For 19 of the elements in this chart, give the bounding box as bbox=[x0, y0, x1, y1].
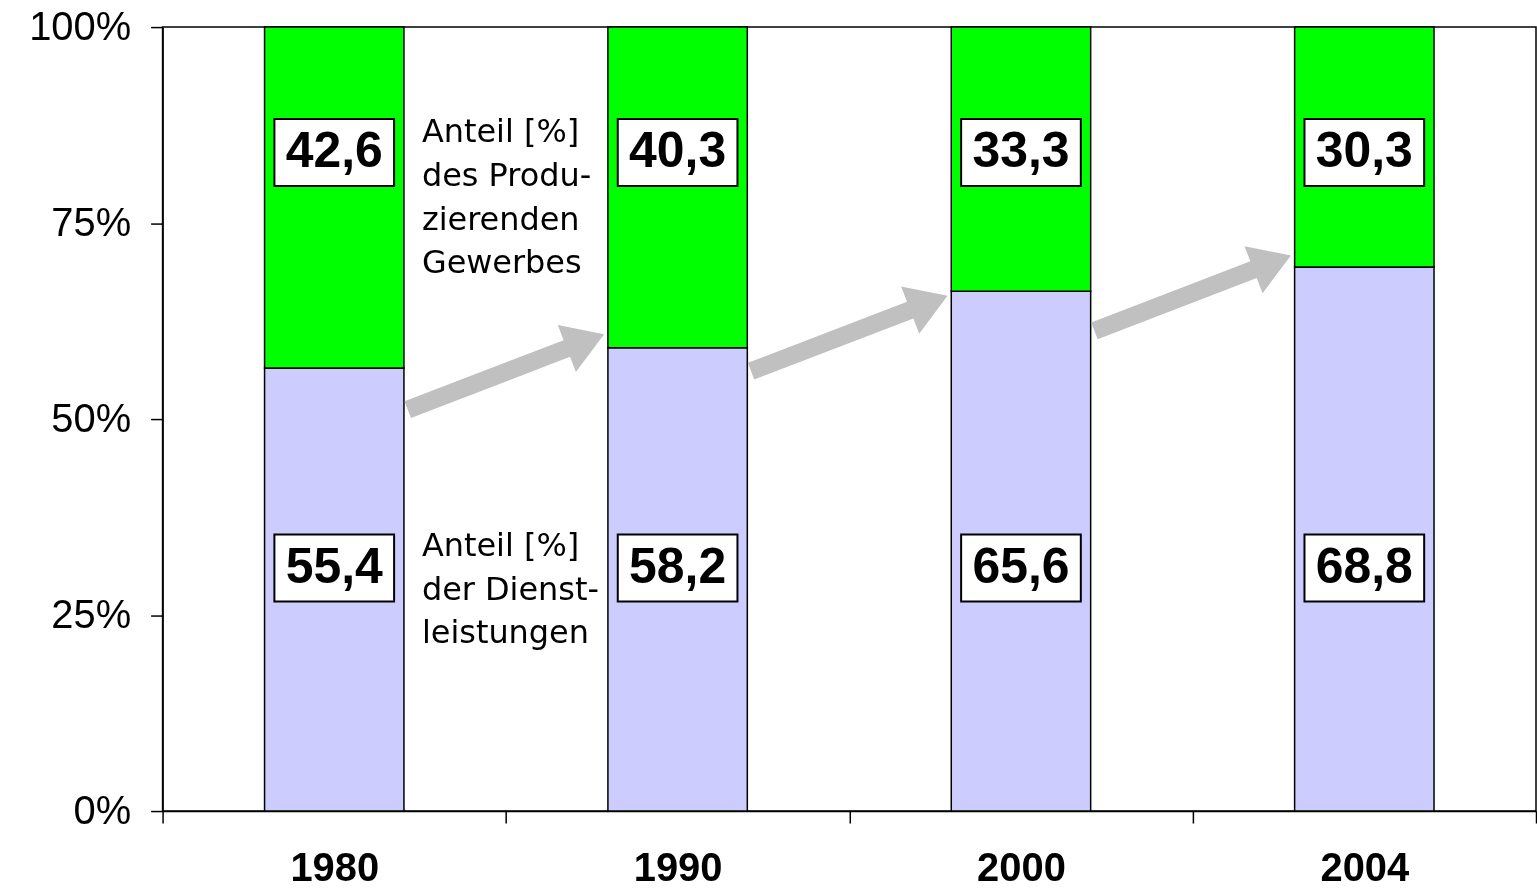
y-tick-label: 100% bbox=[29, 3, 132, 48]
legend-label: Anteil [%] des Produ- zierenden Gewerbes bbox=[421, 111, 592, 282]
y-tick-label: 0% bbox=[73, 787, 132, 832]
x-tick-label: 2004 bbox=[1320, 845, 1410, 890]
annotation: 58,2 bbox=[629, 537, 727, 594]
annotation: 33,3 bbox=[972, 122, 1070, 179]
annotation: 40,3 bbox=[629, 122, 727, 179]
x-tick-label: 1990 bbox=[633, 845, 723, 890]
annotation: 65,6 bbox=[972, 537, 1070, 594]
annotation: 68,8 bbox=[1315, 537, 1413, 594]
y-tick-label: 75% bbox=[51, 199, 132, 244]
y-tick-label: 25% bbox=[51, 591, 132, 636]
x-tick-label: 2000 bbox=[977, 845, 1066, 890]
legend-label: Anteil [%] der Dienst- leistungen bbox=[421, 525, 599, 652]
x-tick-label: 1980 bbox=[290, 845, 380, 890]
annotation: 55,4 bbox=[285, 537, 384, 594]
y-tick-label: 50% bbox=[51, 395, 132, 440]
annotation: 30,3 bbox=[1315, 122, 1413, 179]
annotation: 42,6 bbox=[285, 122, 383, 179]
